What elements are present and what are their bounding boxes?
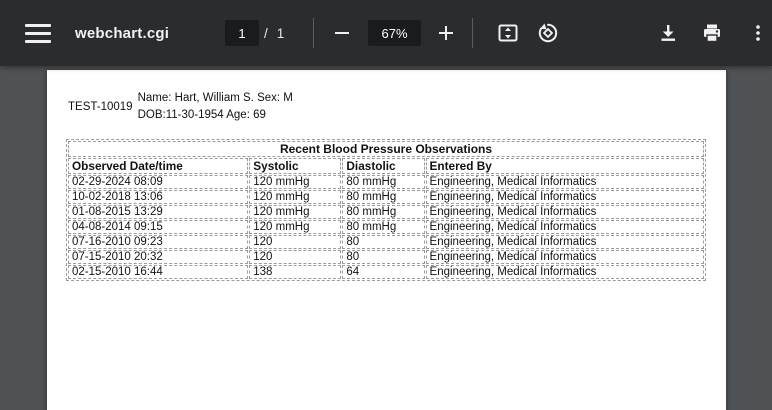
cell-datetime: 02-15-2010 16:44 bbox=[68, 265, 249, 279]
cell-diastolic: 80 bbox=[342, 250, 425, 264]
zoom-out-button[interactable] bbox=[324, 15, 360, 51]
download-button[interactable] bbox=[650, 15, 686, 51]
table-row: 02-29-2024 08:09 120 mmHg 80 mmHg Engine… bbox=[68, 175, 704, 189]
blood-pressure-table: Recent Blood Pressure Observations Obser… bbox=[66, 139, 706, 281]
cell-diastolic: 80 mmHg bbox=[342, 205, 425, 219]
patient-header: TEST-10019 Name: Hart, William S. Sex: M… bbox=[68, 90, 293, 124]
printer-icon bbox=[704, 24, 720, 43]
zoom-level-input[interactable]: 67% bbox=[368, 20, 421, 46]
table-row: 04-08-2014 09:15 120 mmHg 80 mmHg Engine… bbox=[68, 220, 704, 234]
cell-datetime: 01-08-2015 13:29 bbox=[68, 205, 249, 219]
page-number-input[interactable]: 1 bbox=[225, 20, 259, 46]
more-options-button[interactable] bbox=[740, 15, 772, 51]
cell-systolic: 120 mmHg bbox=[249, 175, 342, 189]
cell-diastolic: 64 bbox=[342, 265, 425, 279]
table-row: 07-15-2010 20:32 120 80 Engineering, Med… bbox=[68, 250, 704, 264]
table-row: 10-02-2018 13:06 120 mmHg 80 mmHg Engine… bbox=[68, 190, 704, 204]
table-title: Recent Blood Pressure Observations bbox=[68, 141, 704, 157]
vertical-ellipsis-icon bbox=[756, 25, 760, 41]
rotate-counterclockwise-icon bbox=[538, 23, 558, 43]
patient-dob-line: DOB:11-30-1954 Age: 69 bbox=[137, 109, 266, 121]
cell-enteredby: Engineering, Medical Informatics bbox=[425, 190, 704, 204]
page-count-value: 1 bbox=[276, 25, 286, 41]
toolbar-divider bbox=[313, 18, 314, 48]
table-row: 02-15-2010 16:44 138 64 Engineering, Med… bbox=[68, 265, 704, 279]
patient-demographics: Name: Hart, William S. Sex: M DOB:11-30-… bbox=[138, 90, 293, 124]
cell-enteredby: Engineering, Medical Informatics bbox=[425, 205, 704, 219]
plus-icon bbox=[439, 26, 453, 40]
page-separator: / bbox=[264, 25, 269, 41]
cell-systolic: 120 mmHg bbox=[249, 220, 342, 234]
patient-id: TEST-10019 bbox=[68, 100, 133, 113]
column-header-observed: Observed Date/time bbox=[68, 158, 249, 174]
table-title-row: Recent Blood Pressure Observations bbox=[68, 141, 704, 157]
cell-datetime: 02-29-2024 08:09 bbox=[68, 175, 249, 189]
page-count: /1 bbox=[264, 0, 285, 66]
fit-to-page-button[interactable] bbox=[490, 15, 526, 51]
table-row: 07-16-2010 09:23 120 80 Engineering, Med… bbox=[68, 235, 704, 249]
fit-to-page-icon bbox=[498, 24, 518, 42]
cell-systolic: 120 bbox=[249, 250, 342, 264]
menu-button[interactable] bbox=[20, 15, 56, 51]
pdf-page: TEST-10019 Name: Hart, William S. Sex: M… bbox=[47, 70, 726, 410]
cell-datetime: 04-08-2014 09:15 bbox=[68, 220, 249, 234]
document-title: webchart.cgi bbox=[75, 24, 170, 42]
column-header-systolic: Systolic bbox=[249, 158, 342, 174]
cell-systolic: 120 mmHg bbox=[249, 205, 342, 219]
table-header-row: Observed Date/time Systolic Diastolic En… bbox=[68, 158, 704, 174]
column-header-enteredby: Entered By bbox=[425, 158, 704, 174]
cell-enteredby: Engineering, Medical Informatics bbox=[425, 220, 704, 234]
cell-diastolic: 80 bbox=[342, 235, 425, 249]
zoom-in-button[interactable] bbox=[428, 15, 464, 51]
cell-enteredby: Engineering, Medical Informatics bbox=[425, 175, 704, 189]
cell-diastolic: 80 mmHg bbox=[342, 175, 425, 189]
pdf-viewer-toolbar: webchart.cgi 1 /1 67% bbox=[0, 0, 772, 66]
table-row: 01-08-2015 13:29 120 mmHg 80 mmHg Engine… bbox=[68, 205, 704, 219]
minus-icon bbox=[335, 32, 349, 34]
print-button[interactable] bbox=[694, 15, 730, 51]
toolbar-divider bbox=[472, 18, 473, 48]
download-icon bbox=[661, 25, 675, 41]
rotate-button[interactable] bbox=[530, 15, 566, 51]
cell-enteredby: Engineering, Medical Informatics bbox=[425, 235, 704, 249]
patient-name-line: Name: Hart, William S. Sex: M bbox=[137, 92, 293, 104]
cell-diastolic: 80 mmHg bbox=[342, 190, 425, 204]
cell-enteredby: Engineering, Medical Informatics bbox=[425, 250, 704, 264]
cell-datetime: 07-16-2010 09:23 bbox=[68, 235, 249, 249]
cell-datetime: 10-02-2018 13:06 bbox=[68, 190, 249, 204]
cell-systolic: 120 mmHg bbox=[249, 190, 342, 204]
column-header-diastolic: Diastolic bbox=[342, 158, 425, 174]
cell-datetime: 07-15-2010 20:32 bbox=[68, 250, 249, 264]
cell-systolic: 138 bbox=[249, 265, 342, 279]
pdf-viewer-canvas[interactable]: TEST-10019 Name: Hart, William S. Sex: M… bbox=[0, 66, 772, 410]
hamburger-icon bbox=[25, 23, 51, 43]
cell-systolic: 120 bbox=[249, 235, 342, 249]
cell-diastolic: 80 mmHg bbox=[342, 220, 425, 234]
cell-enteredby: Engineering, Medical Informatics bbox=[425, 265, 704, 279]
